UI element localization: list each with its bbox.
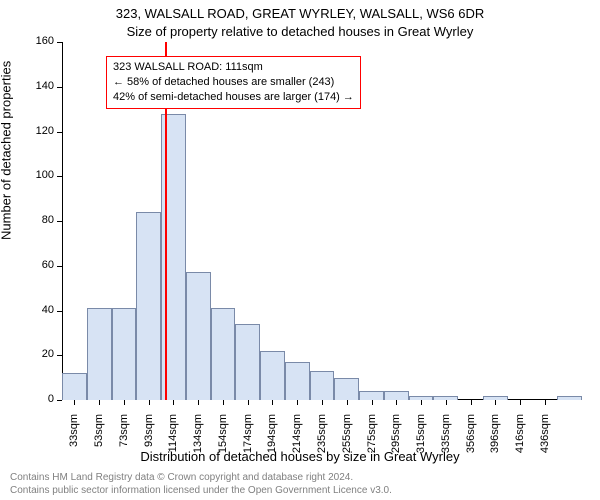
histogram-bar	[334, 378, 359, 400]
footer-attribution: Contains HM Land Registry data © Crown c…	[10, 471, 392, 497]
xtick-mark	[223, 400, 224, 405]
annotation-line1: 323 WALSALL ROAD: 111sqm	[113, 60, 354, 75]
ytick-label: 60	[24, 259, 54, 271]
histogram-bar	[384, 391, 409, 400]
ytick-mark	[57, 87, 62, 88]
xtick-mark	[347, 400, 348, 405]
chart-title-line1: 323, WALSALL ROAD, GREAT WYRLEY, WALSALL…	[0, 6, 600, 21]
ytick-mark	[57, 42, 62, 43]
histogram-bar	[235, 324, 260, 400]
annotation-box: 323 WALSALL ROAD: 111sqm← 58% of detache…	[106, 56, 361, 109]
xtick-mark	[99, 400, 100, 405]
histogram-bar	[62, 373, 87, 400]
y-axis-label: Number of detached properties	[0, 61, 14, 240]
ytick-mark	[57, 400, 62, 401]
plot-area: 02040608010012014016033sqm53sqm73sqm93sq…	[62, 42, 582, 400]
ytick-label: 140	[24, 80, 54, 92]
xtick-mark	[124, 400, 125, 405]
xtick-mark	[322, 400, 323, 405]
xtick-mark	[173, 400, 174, 405]
annotation-line2: ← 58% of detached houses are smaller (24…	[113, 75, 354, 90]
ytick-mark	[57, 176, 62, 177]
xtick-mark	[297, 400, 298, 405]
xtick-mark	[272, 400, 273, 405]
ytick-label: 120	[24, 125, 54, 137]
histogram-bar	[359, 391, 384, 400]
xtick-mark	[372, 400, 373, 405]
ytick-mark	[57, 132, 62, 133]
ytick-mark	[57, 311, 62, 312]
xtick-mark	[520, 400, 521, 405]
xtick-mark	[421, 400, 422, 405]
histogram-bar	[285, 362, 310, 400]
ytick-label: 0	[24, 393, 54, 405]
ytick-mark	[57, 266, 62, 267]
xtick-mark	[149, 400, 150, 405]
ytick-mark	[57, 355, 62, 356]
histogram-bar	[186, 272, 211, 400]
histogram-bar	[211, 308, 236, 400]
histogram-bar	[310, 371, 335, 400]
ytick-label: 40	[24, 304, 54, 316]
xtick-mark	[545, 400, 546, 405]
xtick-mark	[446, 400, 447, 405]
x-axis-label: Distribution of detached houses by size …	[0, 449, 600, 464]
annotation-line3: 42% of semi-detached houses are larger (…	[113, 90, 354, 105]
chart-title-line2: Size of property relative to detached ho…	[0, 24, 600, 39]
footer-line2: Contains public sector information licen…	[10, 484, 392, 497]
chart-container: { "title": { "line1": "323, WALSALL ROAD…	[0, 0, 600, 500]
ytick-label: 20	[24, 348, 54, 360]
histogram-bar	[136, 212, 161, 400]
ytick-mark	[57, 221, 62, 222]
xtick-mark	[248, 400, 249, 405]
ytick-label: 100	[24, 169, 54, 181]
ytick-label: 160	[24, 35, 54, 47]
histogram-bar	[112, 308, 137, 400]
xtick-mark	[74, 400, 75, 405]
footer-line1: Contains HM Land Registry data © Crown c…	[10, 471, 392, 484]
xtick-mark	[396, 400, 397, 405]
histogram-bar	[87, 308, 112, 400]
histogram-bar	[260, 351, 285, 400]
ytick-label: 80	[24, 214, 54, 226]
xtick-mark	[471, 400, 472, 405]
xtick-mark	[495, 400, 496, 405]
xtick-mark	[198, 400, 199, 405]
histogram-bar	[557, 396, 582, 400]
